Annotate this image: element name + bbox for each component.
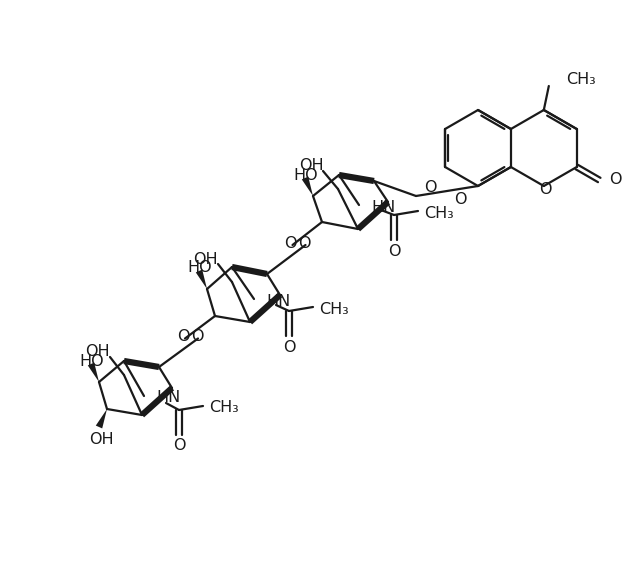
Text: OH: OH [84,345,109,360]
Polygon shape [88,363,99,382]
Text: O: O [191,329,204,344]
Text: OH: OH [89,431,113,446]
Text: HO: HO [293,168,318,183]
Text: CH₃: CH₃ [319,301,349,317]
Text: HN: HN [156,391,180,406]
Polygon shape [96,409,107,428]
Polygon shape [302,176,313,196]
Text: HO: HO [188,261,212,275]
Text: OH: OH [299,158,323,173]
Text: O: O [540,182,552,197]
Text: O: O [283,339,295,354]
Text: OH: OH [193,251,218,267]
Text: O: O [298,236,311,250]
Text: O: O [173,438,185,453]
Text: O: O [177,329,189,344]
Text: CH₃: CH₃ [209,400,239,416]
Text: CH₃: CH₃ [566,73,596,87]
Text: O: O [388,243,400,258]
Polygon shape [196,269,207,289]
Text: HO: HO [79,353,104,368]
Text: O: O [454,193,467,208]
Text: O: O [424,180,436,196]
Text: CH₃: CH₃ [424,205,454,221]
Text: HN: HN [266,293,291,308]
Text: HN: HN [371,200,396,215]
Text: O: O [609,172,621,187]
Text: O: O [284,236,297,250]
